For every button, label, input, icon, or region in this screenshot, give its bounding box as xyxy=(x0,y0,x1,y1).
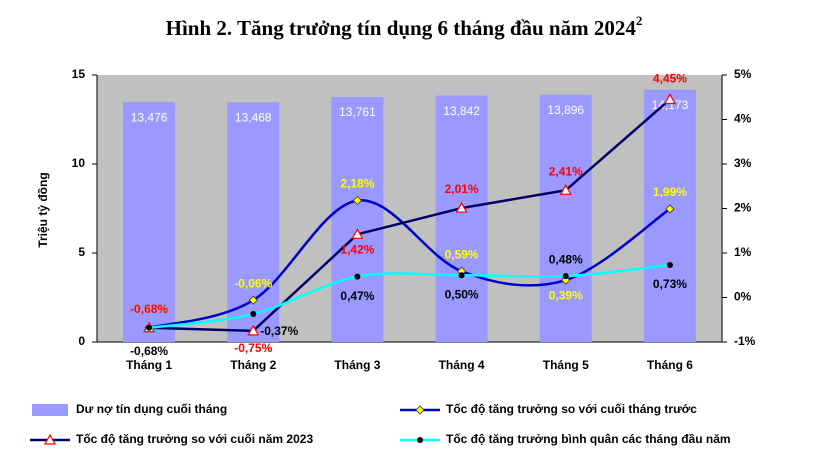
marker xyxy=(663,93,676,105)
bar-label: 13,476 xyxy=(131,110,168,124)
marker xyxy=(248,295,258,305)
y-tick-label: 5 xyxy=(78,245,85,259)
marker xyxy=(417,437,423,443)
marker xyxy=(351,228,364,239)
bar xyxy=(123,102,176,342)
bar xyxy=(539,94,592,342)
data-label: 2,01% xyxy=(445,182,479,196)
marker xyxy=(562,273,569,280)
marker xyxy=(458,272,465,279)
marker xyxy=(146,324,153,331)
legend-label: Tốc độ tăng trưởng so với cuối năm 2023 xyxy=(76,432,313,446)
x-tick-label: Tháng 3 xyxy=(334,358,380,372)
data-label: 0,59% xyxy=(445,247,479,261)
bar-label: 13,468 xyxy=(235,110,272,124)
data-label: 4,45% xyxy=(653,72,687,86)
data-label: 0,47% xyxy=(340,289,374,303)
y2-tick-label: -1% xyxy=(734,334,756,348)
legend-label: Tốc độ tăng trưởng bình quân các tháng đ… xyxy=(446,432,731,446)
y2-tick-label: 3% xyxy=(734,156,752,170)
data-label: -0,68% xyxy=(130,302,168,316)
marker xyxy=(415,405,425,415)
y2-tick-label: 2% xyxy=(734,201,752,215)
y2-tick-label: 4% xyxy=(734,112,752,126)
y-tick-label: 0 xyxy=(78,334,85,348)
marker xyxy=(354,273,361,280)
title-text: Hình 2. Tăng trưởng tín dụng 6 tháng đầu… xyxy=(166,16,637,40)
bar xyxy=(227,102,280,343)
y2-tick-label: 5% xyxy=(734,67,752,81)
x-tick-label: Tháng 1 xyxy=(126,358,172,372)
data-label: 0,73% xyxy=(653,277,687,291)
marker xyxy=(352,195,362,206)
marker xyxy=(250,310,257,317)
y2-tick-label: 1% xyxy=(734,245,752,259)
data-label: -0,68% xyxy=(130,344,168,358)
legend-label: Dư nợ tín dụng cuối tháng xyxy=(76,402,227,416)
marker xyxy=(43,433,57,445)
data-label: -0,68% xyxy=(130,302,168,316)
line xyxy=(149,98,671,333)
bar xyxy=(331,97,384,342)
y2-tick-label: 0% xyxy=(734,290,752,304)
legend-label: Tốc độ tăng trưởng so với cuối tháng trư… xyxy=(446,402,697,416)
y-axis-title: Triệu tỷ đồng xyxy=(36,172,50,247)
data-label: 2,41% xyxy=(549,164,583,178)
bar-label: 13,761 xyxy=(339,105,376,119)
title-note: 2 xyxy=(636,13,643,28)
bar xyxy=(643,89,696,342)
x-tick-label: Tháng 2 xyxy=(230,358,276,372)
line xyxy=(148,263,671,329)
marker xyxy=(559,184,572,195)
y-tick-label: 10 xyxy=(72,156,86,170)
marker xyxy=(455,201,468,213)
data-label: 0,50% xyxy=(445,287,479,301)
data-label: 1,99% xyxy=(653,185,687,199)
data-label: -0,06% xyxy=(234,276,272,290)
plot-area xyxy=(97,75,722,342)
chart-title: Hình 2. Tăng trưởng tín dụng 6 tháng đầu… xyxy=(166,13,643,40)
legend-swatch xyxy=(32,404,68,416)
marker xyxy=(247,324,260,336)
data-label: 0,39% xyxy=(549,288,583,302)
y-tick-label: 15 xyxy=(72,67,86,81)
marker xyxy=(666,262,673,269)
data-label: -0,37% xyxy=(260,324,298,338)
data-label: 1,42% xyxy=(340,242,374,256)
bar-label: 13,842 xyxy=(443,104,480,118)
marker xyxy=(665,204,675,214)
data-label: 0,48% xyxy=(549,252,583,266)
bar xyxy=(435,95,488,342)
data-label: 2,18% xyxy=(340,177,374,191)
bar-label: 13,896 xyxy=(547,103,584,117)
data-label: -0,75% xyxy=(234,341,272,355)
x-tick-label: Tháng 6 xyxy=(647,358,693,372)
x-tick-label: Tháng 5 xyxy=(543,358,589,372)
x-tick-label: Tháng 4 xyxy=(439,358,485,372)
